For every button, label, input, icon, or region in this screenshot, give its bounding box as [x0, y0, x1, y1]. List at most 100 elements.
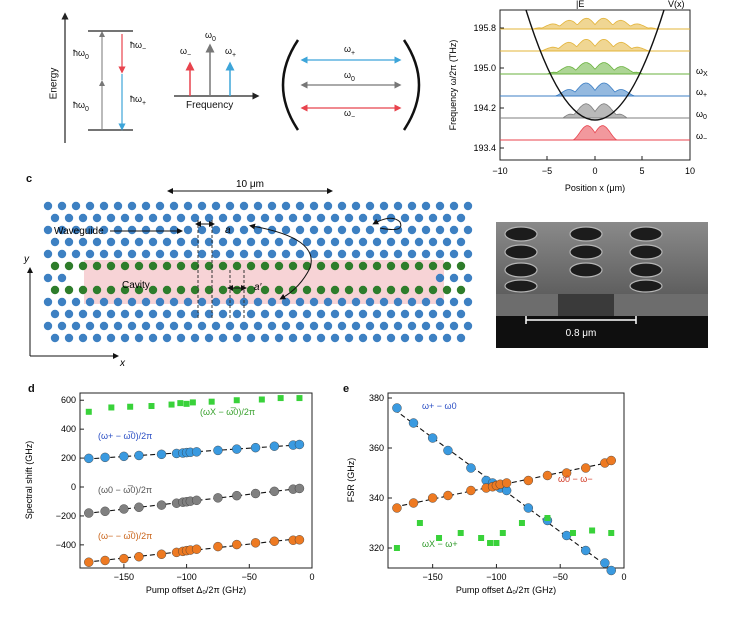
crystal-hole: [246, 261, 256, 271]
crystal-hole: [400, 285, 410, 295]
x-tick-label: −50: [553, 572, 568, 582]
data-point: [501, 478, 512, 488]
crystal-hole: [99, 249, 109, 259]
mode-profile-3: [546, 62, 644, 75]
crystal-hole: [295, 297, 305, 307]
lattice-a-label: a: [225, 225, 231, 236]
crystal-hole: [211, 201, 221, 211]
crystal-hole: [71, 297, 81, 307]
panel-label-d: d: [28, 383, 35, 395]
crystal-hole: [169, 225, 179, 235]
spec-ylabel: Frequency ω/2π (THz): [448, 40, 458, 131]
crystal-hole: [232, 237, 242, 247]
crystal-hole: [57, 297, 67, 307]
mode-label-minus: ω−: [696, 131, 707, 143]
data-point: [148, 403, 155, 410]
crystal-hole: [260, 261, 270, 271]
crystal-hole: [148, 213, 158, 223]
crystal-hole: [400, 237, 410, 247]
chart-d-ylabel: Spectral shift (GHz): [24, 441, 34, 520]
axis-y-label: y: [23, 254, 30, 265]
data-point: [84, 557, 94, 567]
cavity-omega-zero: ω0: [344, 70, 355, 83]
crystal-hole: [43, 249, 53, 259]
crystal-hole: [435, 225, 445, 235]
crystal-hole: [50, 261, 60, 271]
data-point: [100, 555, 110, 566]
chart-e-svg: −150 −100 −50 0 380 360 340 320 FSR (GHz) Pump …: [346, 392, 627, 595]
crystal-hole: [246, 237, 256, 247]
spec-modes: [500, 17, 690, 141]
crystal-hole: [127, 249, 137, 259]
crystal-hole: [449, 201, 459, 211]
crystal-hole: [232, 261, 242, 271]
crystal-hole: [344, 261, 354, 271]
crystal-hole: [106, 261, 116, 271]
crystal-hole: [148, 237, 158, 247]
crystal-hole: [407, 297, 417, 307]
crystal-hole: [127, 225, 137, 235]
crystal-hole: [183, 321, 193, 331]
photonic-crystal: 10 μm Waveguide Cavity a a′ y x: [20, 178, 480, 369]
crystal-hole: [316, 285, 326, 295]
crystal-hole: [386, 261, 396, 271]
data-point: [408, 498, 419, 508]
crystal-hole: [323, 321, 333, 331]
crystal-hole: [211, 321, 221, 331]
crystal-hole: [330, 309, 340, 319]
crystal-hole: [176, 333, 186, 343]
crystal-hole: [274, 333, 284, 343]
crystal-hole: [386, 237, 396, 247]
crystal-hole: [316, 213, 326, 223]
crystal-hole: [351, 297, 361, 307]
crystal-hole: [421, 297, 431, 307]
crystal-hole: [113, 321, 123, 331]
data-point: [232, 490, 242, 501]
crystal-hole: [120, 237, 130, 247]
crystal-hole: [421, 225, 431, 235]
crystal-hole: [113, 249, 123, 259]
crystal-hole: [155, 321, 165, 331]
crystal-hole: [127, 321, 137, 331]
crystal-hole: [50, 237, 60, 247]
crystal-hole: [435, 297, 445, 307]
y-tick-label: 360: [369, 443, 384, 453]
spec-ytick-0: 195.8: [473, 23, 496, 33]
energy-diagram-svg: [61, 12, 133, 143]
data-point: [600, 558, 610, 568]
crystal-hole: [463, 321, 473, 331]
crystal-hole: [106, 237, 116, 247]
crystal-hole: [134, 213, 144, 223]
crystal-hole: [400, 213, 410, 223]
crystal-hole: [162, 333, 172, 343]
crystal-hole: [330, 285, 340, 295]
crystal-hole: [463, 297, 473, 307]
crystal-hole: [71, 201, 81, 211]
crystal-hole: [365, 225, 375, 235]
crystal-hole: [393, 297, 403, 307]
chart-d-series-plus-label: (ω+ − ω̅0)/2π: [98, 431, 152, 441]
crystal-hole: [393, 201, 403, 211]
spec-xtick-2: 0: [592, 166, 597, 176]
crystal-hole: [197, 321, 207, 331]
data-point: [156, 449, 167, 460]
data-point: [213, 445, 223, 456]
crystal-hole: [50, 309, 60, 319]
mode-spectrum: 195.8 195.0 194.2 193.4 −10 −5 0 5 10 Po…: [440, 0, 748, 200]
crystal-hole: [120, 309, 130, 319]
crystal-hole: [190, 285, 200, 295]
crystal-hole: [316, 261, 326, 271]
data-point: [232, 444, 242, 454]
crystal-hole: [106, 309, 116, 319]
panel-label-c: c: [26, 173, 33, 185]
crystal-hole: [78, 285, 88, 295]
crystal-hole: [295, 321, 305, 331]
crystal-hole: [295, 201, 305, 211]
sem-image: 0.8 μm: [496, 222, 708, 348]
crystal-hole: [463, 225, 473, 235]
crystal-hole: [197, 297, 207, 307]
crystal-hole: [386, 309, 396, 319]
crystal-hole: [190, 309, 200, 319]
data-point: [134, 502, 144, 512]
crystal-hole: [456, 309, 466, 319]
